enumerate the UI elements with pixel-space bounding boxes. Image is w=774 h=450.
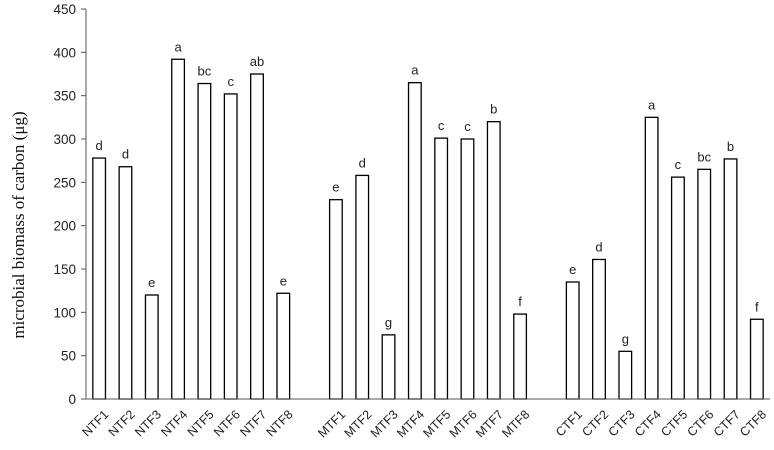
y-tick-label: 0: [68, 392, 76, 407]
significance-letter: c: [464, 119, 471, 134]
bar-ntf5: [197, 82, 212, 400]
significance-letter: a: [174, 39, 182, 54]
x-tick-label: MTF8: [499, 407, 532, 440]
significance-letter: a: [648, 97, 656, 112]
x-tick-label: NTF3: [132, 407, 164, 439]
x-tick-label: MTF1: [315, 407, 348, 440]
x-tick-label: MTF6: [447, 407, 480, 440]
y-tick-label: 100: [53, 305, 76, 320]
bar-ntf6: [223, 93, 238, 400]
bar-ntf1: [92, 157, 107, 400]
x-tick-label: MTF2: [342, 407, 375, 440]
significance-letter: d: [595, 239, 602, 254]
significance-letter: b: [727, 139, 734, 154]
significance-letter: bc: [198, 64, 212, 79]
x-tick-label: NTF4: [158, 407, 190, 439]
x-tick-label: MTF7: [473, 407, 506, 440]
y-tick-label: 250: [53, 175, 76, 190]
significance-letter: d: [359, 155, 366, 170]
bar-mtf6: [460, 138, 475, 400]
significance-letter: f: [518, 294, 522, 309]
y-tick-label: 50: [61, 349, 76, 364]
significance-letter: ab: [250, 54, 264, 69]
bar-mtf5: [434, 137, 449, 400]
bar-ctf1: [565, 281, 580, 400]
bar-ctf8: [749, 318, 764, 400]
bar-mtf3: [381, 334, 396, 400]
y-tick-label: 200: [53, 219, 76, 234]
x-tick-label: MTF5: [420, 407, 453, 440]
significance-letter: e: [569, 262, 576, 277]
y-axis-title: microbial biomass of carbon (μg): [9, 111, 28, 338]
significance-letter: d: [122, 147, 129, 162]
bar-ctf3: [618, 350, 633, 400]
significance-letter: e: [332, 180, 339, 195]
y-tick-label: 450: [53, 2, 76, 17]
x-tick-label: NTF1: [79, 407, 111, 439]
bar-mtf7: [486, 121, 501, 400]
x-tick-label: CTF6: [685, 407, 717, 439]
bar-ctf6: [697, 168, 712, 400]
x-tick-label: NTF5: [185, 407, 217, 439]
y-tick-label: 350: [53, 89, 76, 104]
significance-letter: a: [411, 63, 419, 78]
bar-ctf4: [644, 116, 659, 400]
significance-letter: g: [385, 315, 392, 330]
x-tick-label: CTF2: [579, 407, 611, 439]
bar-ctf2: [592, 258, 606, 400]
bar-ctf5: [670, 176, 685, 400]
significance-letter: c: [227, 74, 234, 89]
bar-ntf7: [250, 73, 264, 400]
significance-letter: b: [490, 102, 497, 117]
x-tick-label: NTF8: [264, 407, 296, 439]
x-tick-label: NTF7: [237, 407, 269, 439]
bars: [92, 58, 764, 400]
x-tick-label: CTF8: [737, 407, 769, 439]
significance-letter: g: [622, 331, 629, 346]
bar-mtf1: [328, 199, 343, 400]
significance-letter: c: [675, 157, 682, 172]
bar-mtf8: [513, 313, 528, 400]
significance-letter: c: [438, 118, 445, 133]
bar-ntf2: [118, 166, 133, 400]
significance-letter: e: [280, 273, 287, 288]
bar-ntf4: [171, 58, 186, 400]
x-tick-label: CTF3: [606, 407, 638, 439]
x-tick-label: MTF4: [394, 407, 427, 440]
x-tick-label: NTF2: [106, 407, 138, 439]
y-tick-label: 400: [53, 45, 76, 60]
x-tick-label: NTF6: [211, 407, 243, 439]
x-tick-label: CTF4: [632, 407, 664, 439]
bar-mtf4: [407, 82, 422, 400]
bar-ntf3: [144, 294, 159, 400]
x-tick-label: CTF5: [658, 407, 690, 439]
y-tick-label: 150: [53, 262, 76, 277]
significance-letter: e: [148, 275, 155, 290]
significance-letter: bc: [697, 149, 711, 164]
x-tick-label: CTF7: [711, 407, 743, 439]
bar-ctf7: [723, 158, 738, 400]
x-tick-label: CTF1: [553, 407, 585, 439]
x-tick-label: MTF3: [368, 407, 401, 440]
y-axis: 0 50 100 150 200 250 300 350 400 450: [53, 2, 87, 407]
bar-mtf2: [355, 174, 370, 400]
bar-ntf8: [276, 292, 291, 400]
significance-letter: d: [96, 138, 103, 153]
y-tick-label: 300: [53, 132, 76, 147]
significance-letter: f: [755, 299, 759, 314]
